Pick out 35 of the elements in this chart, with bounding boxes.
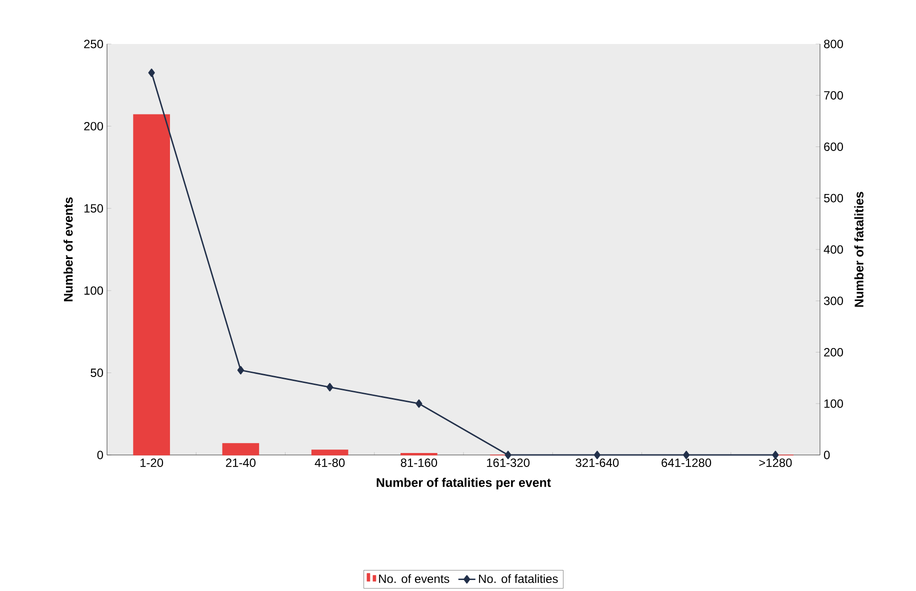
x-tick-label: 81-160	[400, 458, 438, 467]
bar	[222, 443, 260, 456]
bar	[133, 114, 170, 456]
y2-tick-label: 200	[824, 348, 843, 356]
x-tick-label: 41-80	[314, 458, 345, 467]
x-tick-label: 161-320	[487, 458, 530, 467]
y-tick-label: 150	[84, 204, 104, 213]
y2-tick-label: 0	[824, 450, 830, 460]
x-tick-label: 321-640	[576, 458, 619, 467]
legend-label: No. of events	[379, 574, 450, 584]
y-tick-label: 200	[84, 122, 104, 130]
x-tick-label: 1-20	[140, 458, 164, 467]
legend-label: No. of fatalities	[479, 574, 558, 584]
x-tick-label: 21-40	[226, 458, 256, 467]
y2-tick-label: 100	[824, 399, 843, 408]
x-tick-label: 641-1280	[662, 458, 712, 467]
y2-tick-label: 800	[824, 40, 843, 48]
y-tick-label: 100	[84, 286, 104, 295]
y-tick-label: 250	[84, 40, 104, 48]
y2-tick-label: 400	[824, 245, 843, 254]
point	[416, 399, 422, 408]
y2-tick-label: 500	[824, 194, 843, 202]
y-tick-label: 0	[97, 450, 104, 460]
bar	[311, 450, 348, 456]
y2-tick-label: 700	[824, 91, 843, 100]
y-axis-title: Number of events	[64, 197, 73, 302]
x-tick-label: >1280	[759, 458, 792, 467]
y2-tick-label: 600	[824, 142, 843, 151]
point	[326, 382, 334, 392]
point	[148, 68, 155, 77]
x-axis-title: Number of fatalities per event	[376, 478, 551, 490]
point	[237, 366, 244, 374]
y2-axis-title: Number of fatalities	[854, 192, 864, 307]
y-tick-label: 50	[90, 368, 104, 378]
y2-tick-label: 300	[824, 296, 843, 306]
